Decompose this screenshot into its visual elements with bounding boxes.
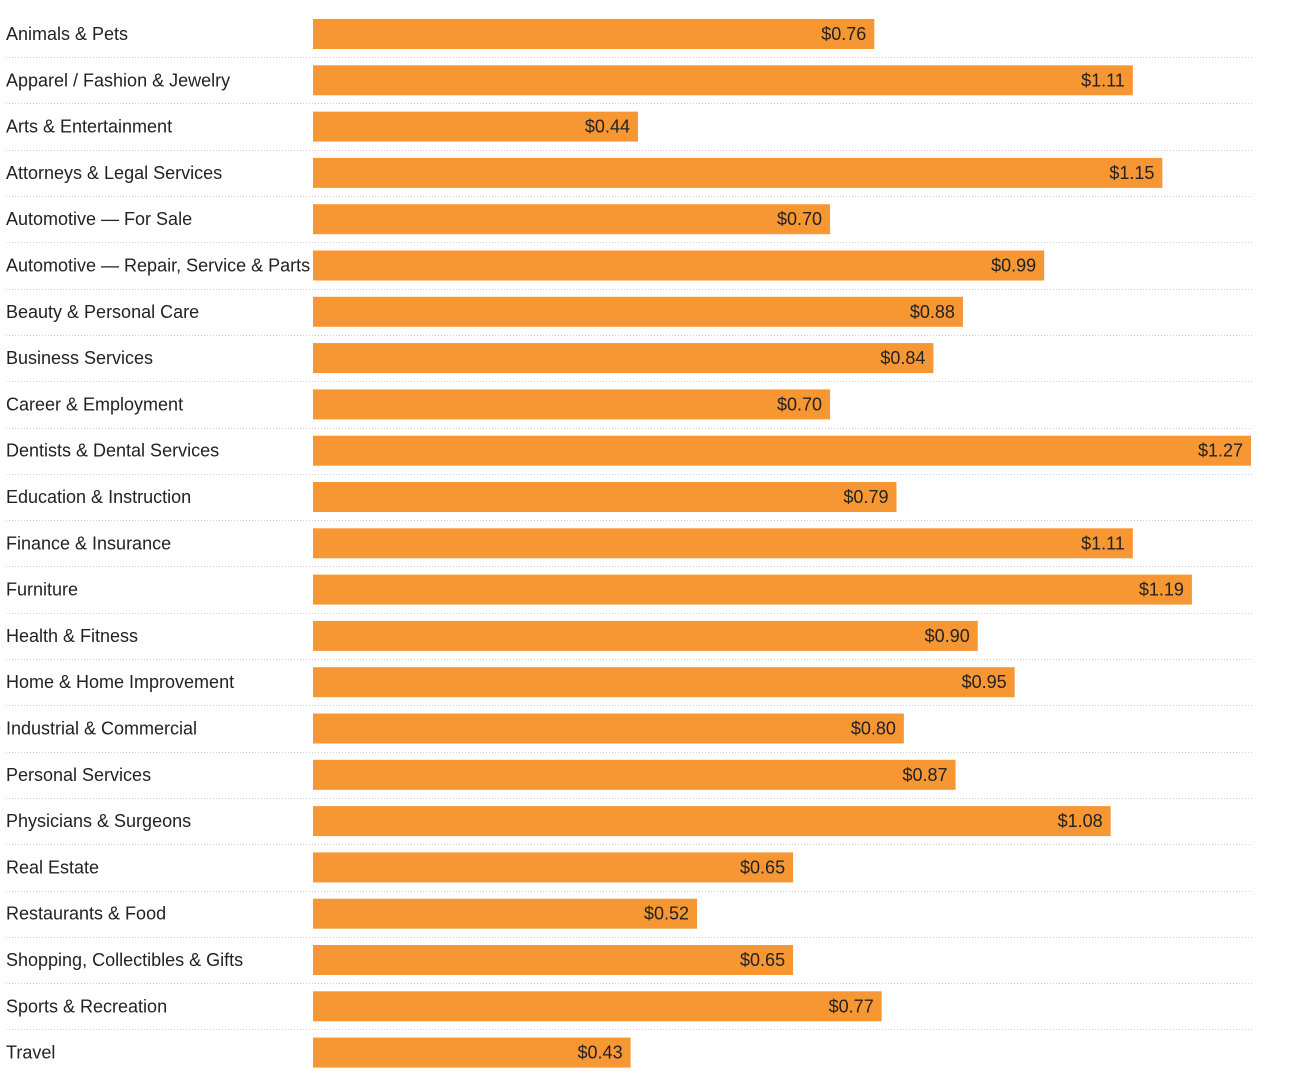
category-label: Finance & Insurance (6, 533, 171, 553)
bar (313, 713, 904, 744)
bar (313, 1037, 631, 1068)
category-label: Automotive — For Sale (6, 209, 192, 229)
bar (313, 991, 882, 1022)
category-label: Personal Services (6, 765, 151, 785)
category-label: Home & Home Improvement (6, 672, 234, 692)
value-label: $0.70 (777, 209, 822, 229)
value-label: $0.43 (578, 1043, 623, 1063)
category-label: Furniture (6, 580, 78, 600)
bar (313, 898, 698, 929)
category-label: Restaurants & Food (6, 904, 166, 924)
bar (313, 806, 1111, 837)
bar (313, 157, 1163, 188)
value-label: $0.77 (829, 996, 874, 1016)
value-label: $0.95 (962, 672, 1007, 692)
bar (313, 435, 1251, 466)
value-label: $1.15 (1109, 163, 1154, 183)
bar (313, 19, 875, 49)
category-label: Automotive — Repair, Service & Parts (6, 256, 310, 276)
value-label: $1.11 (1081, 70, 1125, 90)
bar (313, 528, 1133, 559)
bar (313, 111, 638, 142)
value-label: $0.70 (777, 394, 822, 414)
category-label: Animals & Pets (6, 24, 128, 44)
category-label: Health & Fitness (6, 626, 138, 646)
category-label: Sports & Recreation (6, 996, 167, 1016)
category-label: Shopping, Collectibles & Gifts (6, 950, 243, 970)
value-label: $0.52 (644, 904, 689, 924)
category-label: Physicians & Surgeons (6, 811, 191, 831)
value-label: $1.08 (1058, 811, 1103, 831)
value-label: $1.27 (1198, 441, 1243, 461)
category-label: Education & Instruction (6, 487, 191, 507)
value-label: $0.90 (925, 626, 970, 646)
value-label: $1.11 (1081, 533, 1125, 553)
bar (313, 65, 1133, 96)
bar (313, 389, 831, 420)
value-label: $0.65 (740, 950, 785, 970)
bar (313, 852, 794, 883)
category-label: Beauty & Personal Care (6, 302, 199, 322)
category-label: Career & Employment (6, 394, 183, 414)
value-label: $0.80 (851, 719, 896, 739)
category-label: Real Estate (6, 857, 99, 877)
bar (313, 574, 1192, 605)
bar (313, 759, 956, 790)
bar (313, 343, 934, 374)
value-label: $0.65 (740, 857, 785, 877)
category-label: Business Services (6, 348, 153, 368)
bar (313, 250, 1045, 281)
category-label: Apparel / Fashion & Jewelry (6, 70, 230, 90)
value-label: $0.88 (910, 302, 955, 322)
category-label: Arts & Entertainment (6, 117, 172, 137)
bar (313, 620, 978, 651)
value-label: $1.19 (1139, 580, 1184, 600)
bar (313, 296, 963, 327)
value-label: $0.79 (843, 487, 888, 507)
bar (313, 945, 794, 975)
bar (313, 482, 897, 512)
bar (313, 204, 831, 235)
bar (313, 667, 1015, 698)
value-label: $0.99 (991, 256, 1036, 276)
value-label: $0.44 (585, 117, 630, 137)
category-label: Travel (6, 1043, 55, 1063)
category-label: Attorneys & Legal Services (6, 163, 222, 183)
value-label: $0.87 (903, 765, 948, 785)
value-label: $0.76 (821, 24, 866, 44)
category-label: Industrial & Commercial (6, 719, 197, 739)
value-label: $0.84 (880, 348, 925, 368)
category-label: Dentists & Dental Services (6, 441, 219, 461)
